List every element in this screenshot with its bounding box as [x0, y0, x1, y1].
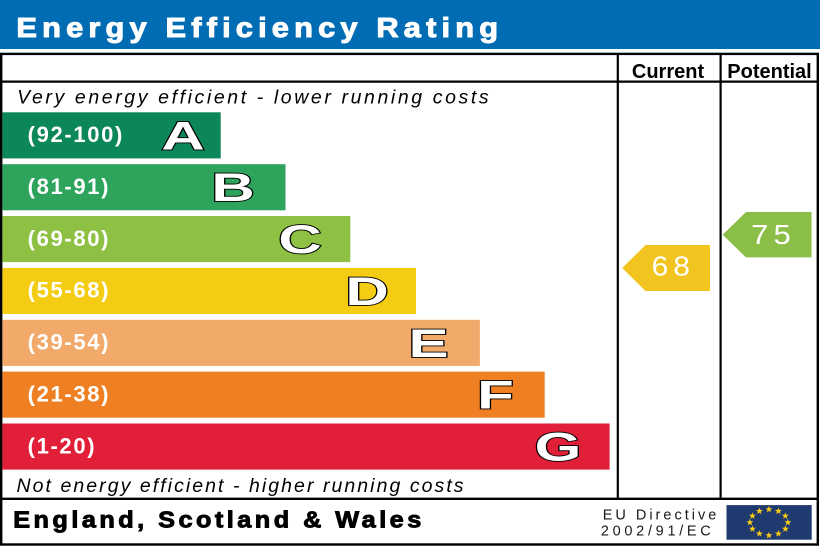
svg-text:F: F [477, 373, 514, 418]
svg-text:D: D [345, 269, 388, 314]
svg-text:Very energy efficient - lower: Very energy efficient - lower running co… [17, 87, 491, 109]
svg-text:75: 75 [751, 220, 796, 251]
svg-text:Current: Current [632, 61, 705, 83]
svg-text:(39-54): (39-54) [28, 330, 110, 355]
svg-text:Potential: Potential [727, 61, 811, 83]
svg-text:(69-80): (69-80) [28, 226, 110, 251]
svg-text:B: B [211, 165, 254, 210]
svg-text:England, Scotland & Wales: England, Scotland & Wales [13, 507, 425, 533]
svg-text:(21-38): (21-38) [28, 381, 110, 406]
svg-text:(55-68): (55-68) [28, 278, 110, 303]
svg-text:G: G [535, 424, 582, 469]
svg-text:A: A [161, 113, 204, 158]
svg-text:EU Directive: EU Directive [603, 508, 720, 524]
svg-text:(92-100): (92-100) [28, 122, 124, 147]
svg-text:Not energy efficient - higher: Not energy efficient - higher running co… [17, 475, 466, 497]
svg-text:C: C [278, 217, 321, 262]
svg-text:2002/91/EC: 2002/91/EC [601, 523, 715, 539]
svg-text:E: E [408, 321, 448, 366]
svg-text:68: 68 [652, 252, 695, 283]
svg-text:(1-20): (1-20) [28, 433, 97, 458]
svg-text:Energy Efficiency Rating: Energy Efficiency Rating [16, 12, 503, 43]
svg-text:(81-91): (81-91) [28, 174, 110, 199]
